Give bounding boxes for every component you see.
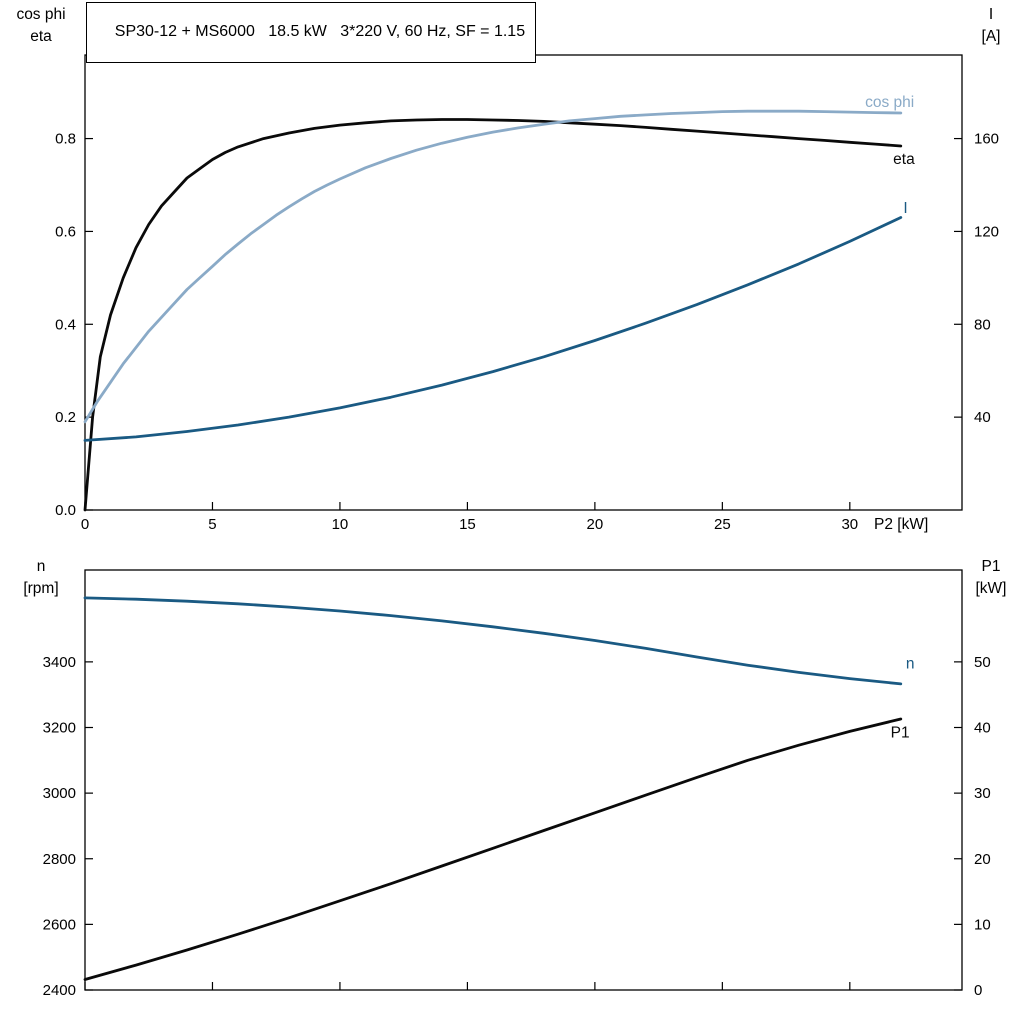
curve-label-p1-power: P1 [891, 724, 910, 741]
y-left-tick-label: 0.8 [55, 131, 76, 148]
y-left-tick-label: 3000 [43, 785, 76, 802]
top-left-axis-header: cos phi eta [0, 4, 82, 48]
y-left-tick-label: 3200 [43, 720, 76, 737]
x-tick-label: 5 [208, 516, 216, 533]
x-tick-label: 25 [714, 516, 731, 533]
y-right-tick-label: 50 [974, 654, 991, 671]
chart-title-box: SP30-12 + MS6000 18.5 kW 3*220 V, 60 Hz,… [86, 2, 537, 63]
top-right-axis-header: I [A] [960, 4, 1022, 48]
y-right-tick-label: 10 [974, 916, 991, 933]
bottom-left-axis-header: n [rpm] [0, 556, 82, 600]
chart-1: 2400 2600 2800 3000 3200 3400 0 10 20 30 40 50 n P1 [43, 569, 991, 999]
y-left-tick-label: 0.2 [55, 409, 76, 426]
plot-frame [84, 569, 963, 991]
y-left-tick-label: 2600 [43, 916, 76, 933]
axis-header-current: I [988, 6, 994, 23]
curve-label-current: I [903, 200, 907, 217]
axis-header-speed-unit: [rpm] [23, 580, 59, 597]
axis-header-p1: P1 [981, 558, 1001, 575]
plot-frame [84, 54, 963, 511]
y-right-tick-label: 160 [974, 131, 999, 148]
y-right-tick-label: 0 [974, 982, 982, 999]
y-left-tick-label: 3400 [43, 654, 76, 671]
axis-header-speed: n [36, 558, 46, 575]
series-eta [83, 118, 903, 512]
axis-header-p1-unit: [kW] [975, 580, 1007, 597]
y-right-tick-label: 30 [974, 785, 991, 802]
x-tick-label: 30 [841, 516, 858, 533]
x-tick-label: 0 [81, 516, 89, 533]
x-tick-label: 15 [459, 516, 476, 533]
y-right-tick-label: 40 [974, 720, 991, 737]
curve-label-cos-phi: cos phi [865, 94, 914, 111]
series-current [83, 216, 903, 442]
curve-label-eta: eta [893, 151, 915, 168]
bottom-right-axis-header: P1 [kW] [958, 556, 1024, 600]
chart-0: 0 5 10 15 20 25 30 0.0 0.2 0.4 0.6 0.8 40 80 120 160 eta… [55, 54, 999, 533]
series-speed [83, 596, 903, 686]
x-tick-label: 20 [587, 516, 604, 533]
x-axis-label: P2 [kW] [874, 516, 929, 533]
axis-header-current-unit: [A] [981, 28, 1001, 45]
chart-title: SP30-12 + MS6000 18.5 kW 3*220 V, 60 Hz,… [114, 23, 526, 40]
curve-label-speed: n [906, 655, 915, 672]
y-left-tick-label: 0.6 [55, 223, 76, 240]
y-left-tick-label: 0.0 [55, 502, 76, 519]
y-left-tick-label: 2400 [43, 982, 76, 999]
y-right-tick-label: 120 [974, 223, 999, 240]
y-left-tick-label: 0.4 [55, 316, 76, 333]
y-right-tick-label: 80 [974, 316, 991, 333]
axis-header-eta: eta [30, 28, 52, 45]
y-right-tick-label: 40 [974, 409, 991, 426]
y-right-tick-label: 20 [974, 851, 991, 868]
series-cos-phi [83, 109, 903, 424]
x-tick-label: 10 [332, 516, 349, 533]
series-p1-power [83, 717, 903, 981]
axis-header-cos-phi: cos phi [16, 6, 66, 23]
y-left-tick-label: 2800 [43, 851, 76, 868]
